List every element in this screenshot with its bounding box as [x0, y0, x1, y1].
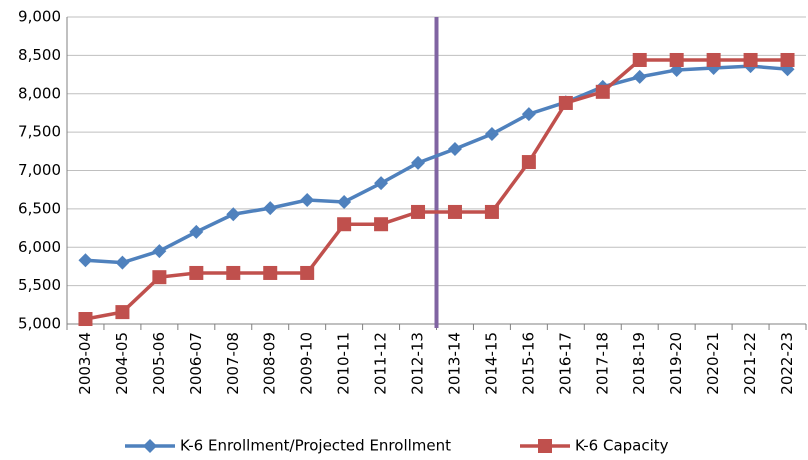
x-tick-label: 2003-04: [76, 332, 94, 395]
x-tick-label: 2017-18: [593, 332, 611, 395]
marker: [484, 127, 499, 142]
marker: [337, 194, 352, 209]
y-tick-label: 9,000: [18, 8, 61, 26]
marker: [226, 265, 241, 280]
x-tick-label: 2015-16: [519, 332, 537, 395]
y-tick-label: 5,500: [18, 276, 61, 294]
x-tick-label: 2012-13: [409, 332, 427, 395]
marker: [374, 217, 389, 232]
marker: [447, 142, 462, 157]
y-tick-label: 6,000: [18, 238, 61, 256]
x-tick-label: 2005-06: [150, 332, 168, 395]
marker: [189, 224, 204, 239]
marker: [521, 107, 536, 122]
legend-marker: [538, 439, 552, 453]
marker: [411, 155, 426, 170]
x-tick-label: 2008-09: [261, 332, 279, 395]
marker: [595, 84, 610, 99]
marker: [226, 207, 241, 222]
marker: [558, 95, 573, 110]
marker: [484, 204, 499, 219]
marker: [632, 52, 647, 67]
x-tick-label: 2010-11: [335, 332, 353, 395]
marker: [300, 193, 315, 208]
marker: [337, 217, 352, 232]
x-tick-label: 2021-22: [741, 332, 759, 395]
marker: [78, 312, 93, 327]
x-tick-label: 2006-07: [187, 332, 205, 395]
x-tick-label: 2014-15: [482, 332, 500, 395]
marker: [78, 253, 93, 268]
marker: [521, 155, 536, 170]
x-tick-label: 2022-23: [778, 332, 796, 395]
x-tick-label: 2020-21: [704, 332, 722, 395]
marker: [189, 265, 204, 280]
marker: [263, 265, 278, 280]
marker: [374, 176, 389, 191]
x-tick-label: 2011-12: [372, 332, 390, 395]
marker: [447, 204, 462, 219]
marker: [706, 52, 721, 67]
marker: [669, 52, 684, 67]
x-tick-label: 2004-05: [113, 332, 131, 395]
marker: [632, 69, 647, 84]
marker: [743, 52, 758, 67]
legend-label: K-6 Enrollment/Projected Enrollment: [180, 437, 451, 455]
marker: [263, 201, 278, 216]
y-tick-label: 8,000: [18, 84, 61, 102]
marker: [152, 270, 167, 285]
marker: [115, 255, 130, 270]
marker: [780, 52, 795, 67]
marker: [300, 265, 315, 280]
marker: [115, 305, 130, 320]
y-tick-label: 7,000: [18, 161, 61, 179]
y-tick-label: 5,000: [18, 315, 61, 333]
x-tick-label: 2013-14: [445, 332, 463, 395]
y-tick-label: 6,500: [18, 199, 61, 217]
x-tick-label: 2018-19: [630, 332, 648, 395]
series-line: [85, 64, 788, 265]
x-tick-label: 2019-20: [667, 332, 685, 395]
marker: [152, 244, 167, 259]
y-tick-label: 8,500: [18, 46, 61, 64]
marker: [669, 62, 684, 77]
y-tick-label: 7,500: [18, 123, 61, 141]
x-tick-label: 2009-10: [298, 332, 316, 395]
marker: [411, 204, 426, 219]
x-tick-label: 2016-17: [556, 332, 574, 395]
legend-marker: [143, 439, 157, 453]
legend-label: K-6 Capacity: [575, 437, 669, 455]
x-tick-label: 2007-08: [224, 332, 242, 395]
